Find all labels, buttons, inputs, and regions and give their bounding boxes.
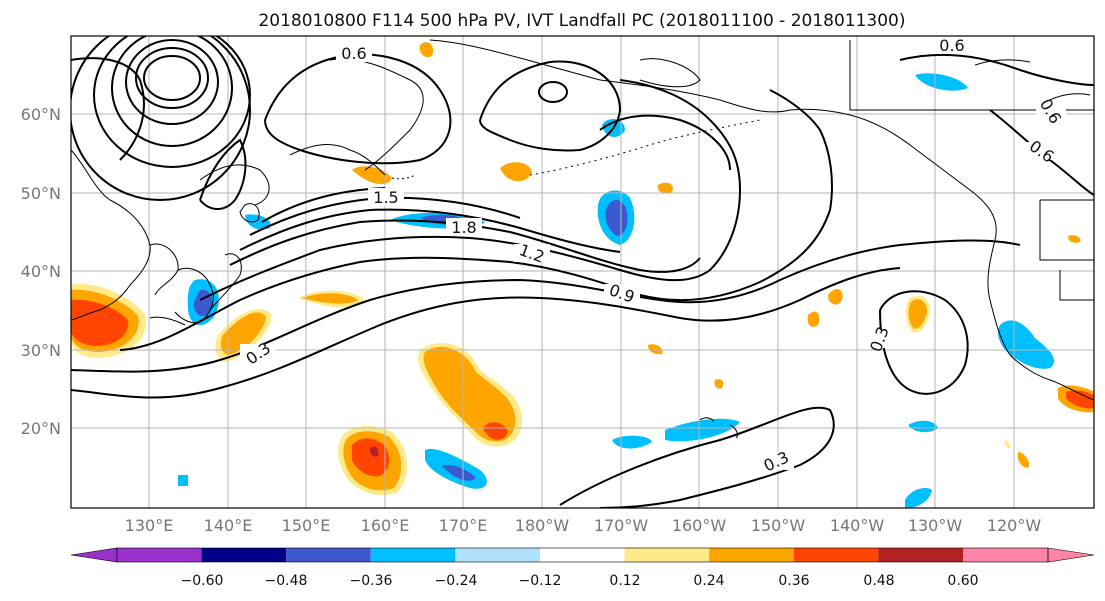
lat-label: 40°N (21, 262, 61, 281)
lon-label: 140°E (204, 516, 253, 535)
colorbar-cell (117, 548, 202, 562)
lat-label: 60°N (21, 105, 61, 124)
latitude-labels: 60°N 50°N 40°N 30°N 20°N (21, 105, 61, 438)
colorbar-tick: −0.48 (265, 573, 308, 589)
colorbar-tick: 0.60 (947, 573, 978, 589)
lon-label: 130°W (908, 516, 963, 535)
map-title: 2018010800 F114 500 hPa PV, IVT Landfall… (258, 11, 905, 31)
colorbar-tick: −0.12 (519, 573, 562, 589)
contour-label: 1.8 (451, 218, 476, 237)
contour-label: 0.6 (939, 36, 964, 55)
lat-label: 20°N (21, 419, 61, 438)
lon-label: 160°W (672, 516, 727, 535)
colorbar-cell (878, 548, 963, 562)
colorbar-tick: 0.12 (609, 573, 640, 589)
colorbar-cell (709, 548, 794, 562)
contour-labels: 0.6 0.6 1.5 1.8 1.2 0.9 0.3 0.3 0.3 0.6 (240, 36, 1066, 475)
colorbar-ticks: −0.60 −0.48 −0.36 −0.24 −0.12 0.12 0.24 … (181, 573, 979, 589)
lon-label: 150°E (282, 516, 331, 535)
lon-label: 170°W (594, 516, 649, 535)
lon-label: 140°W (830, 516, 885, 535)
map-background (71, 36, 1094, 508)
colorbar-extend-high (1047, 547, 1095, 563)
lat-label: 30°N (21, 341, 61, 360)
colorbar-tick: 0.48 (863, 573, 894, 589)
lon-label: 150°W (751, 516, 806, 535)
map-frame (70, 35, 1095, 509)
colorbar-cells (70, 547, 1095, 563)
colorbar-cell (793, 548, 879, 562)
colorbar-cell (624, 548, 710, 562)
colorbar-cell (540, 548, 625, 562)
lon-label: 160°E (361, 516, 410, 535)
colorbar-outline (116, 547, 1049, 563)
colorbar-tick: 0.24 (693, 573, 724, 589)
map-panel: 0.6 0.6 1.5 1.8 1.2 0.9 0.3 0.3 0.3 0.6 (21, 35, 1095, 535)
colorbar-cell (286, 548, 371, 562)
contour-label: 0.6 (341, 44, 366, 63)
colorbar-tick: 0.36 (778, 573, 809, 589)
colorbar-cell (963, 548, 1048, 562)
colorbar-tick: −0.24 (435, 573, 478, 589)
longitude-labels: 130°E 140°E 150°E 160°E 170°E 180°W 170°… (125, 516, 1042, 535)
lon-label: 170°E (439, 516, 488, 535)
colorbar-tick: −0.36 (350, 573, 393, 589)
coastlines (71, 39, 1094, 439)
colorbar-tick: −0.60 (181, 573, 224, 589)
lon-label: 180°W (515, 516, 570, 535)
contour-label: 1.5 (373, 188, 398, 207)
pv-contours (71, 36, 1094, 508)
lat-label: 50°N (21, 184, 61, 203)
lon-label: 130°E (125, 516, 174, 535)
colorbar-cell (201, 548, 287, 562)
colorbar-extend-low (70, 547, 118, 563)
lon-label: 120°W (987, 516, 1042, 535)
colorbar: −0.60 −0.48 −0.36 −0.24 −0.12 0.12 0.24 … (70, 547, 1095, 589)
colorbar-cell (455, 548, 540, 562)
colorbar-cell (370, 548, 456, 562)
